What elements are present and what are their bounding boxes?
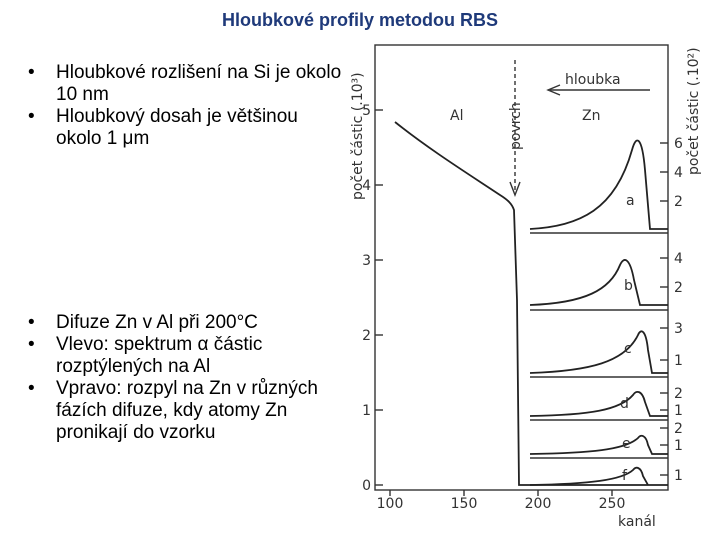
panel-label: b (624, 278, 633, 294)
y2-tick-label: 4 (674, 251, 683, 267)
y-axis-label: počet částic (.10³) (350, 72, 366, 200)
arrow-head (509, 181, 521, 197)
y2-tick-label: 2 (674, 194, 683, 210)
zn-spectrum (529, 330, 668, 374)
y-tick-label: 2 (362, 328, 371, 344)
y-tick-label: 4 (362, 178, 371, 194)
bullet-list: Hloubkové rozlišení na Si je okolo 10 nm… (0, 62, 348, 150)
y2-tick-label: 2 (674, 280, 683, 296)
panel-label: f (622, 468, 628, 484)
bullet: Vlevo: spektrum α částic rozptýlených na… (28, 334, 358, 378)
x-axis-label: kanál (618, 514, 656, 530)
zn-spectrum (529, 139, 668, 230)
y2-tick-label: 3 (674, 321, 683, 337)
plot-frame (374, 44, 669, 491)
panel-label: a (626, 193, 635, 209)
x-tick-label: 250 (599, 496, 626, 512)
bullet-list: Difuze Zn v Al při 200°C Vlevo: spektrum… (0, 312, 358, 444)
bullet: Hloubkový dosah je většinou okolo 1 μm (28, 106, 348, 150)
y-tick-label: 5 (362, 103, 371, 119)
al-label: Al (450, 108, 463, 124)
y2-tick-label: 1 (674, 353, 683, 369)
zn-spectrum (529, 434, 668, 455)
bullet: Vpravo: rozpyl na Zn v různých fázích di… (28, 378, 358, 444)
zn-label: Zn (582, 108, 600, 124)
y-tick-label: 3 (362, 253, 371, 269)
zn-spectrum (529, 259, 668, 306)
bullet: Hloubkové rozlišení na Si je okolo 10 nm (28, 62, 348, 106)
arrow-head (546, 84, 561, 96)
y2-tick-label: 1 (674, 403, 683, 419)
y-tick-label: 1 (362, 403, 371, 419)
zn-spectrum (529, 466, 649, 486)
y2-tick-label: 2 (674, 386, 683, 402)
y2-tick-label: 1 (674, 438, 683, 454)
y-tick-label: 0 (362, 478, 371, 494)
al-spectrum (394, 121, 668, 486)
x-tick-label: 150 (451, 496, 478, 512)
zn-spectrum (529, 390, 668, 417)
x-tick-label: 200 (525, 496, 552, 512)
y2-tick-label: 6 (674, 136, 683, 152)
title: Hloubkové profily metodou RBS (221, 10, 498, 30)
x-tick-label: 100 (377, 496, 404, 512)
y2-axis-label: počet částic (.10²) (686, 47, 702, 175)
y2-tick-label: 1 (674, 468, 683, 484)
y2-tick-label: 2 (674, 421, 683, 437)
surface-label: povrch (508, 102, 524, 150)
panel-label: e (622, 436, 631, 452)
depth-label: hloubka (565, 72, 621, 88)
panel-label: d (620, 396, 629, 412)
panel-label: c (624, 341, 632, 357)
y2-tick-label: 4 (674, 165, 683, 181)
bullet: Difuze Zn v Al při 200°C (28, 312, 358, 334)
